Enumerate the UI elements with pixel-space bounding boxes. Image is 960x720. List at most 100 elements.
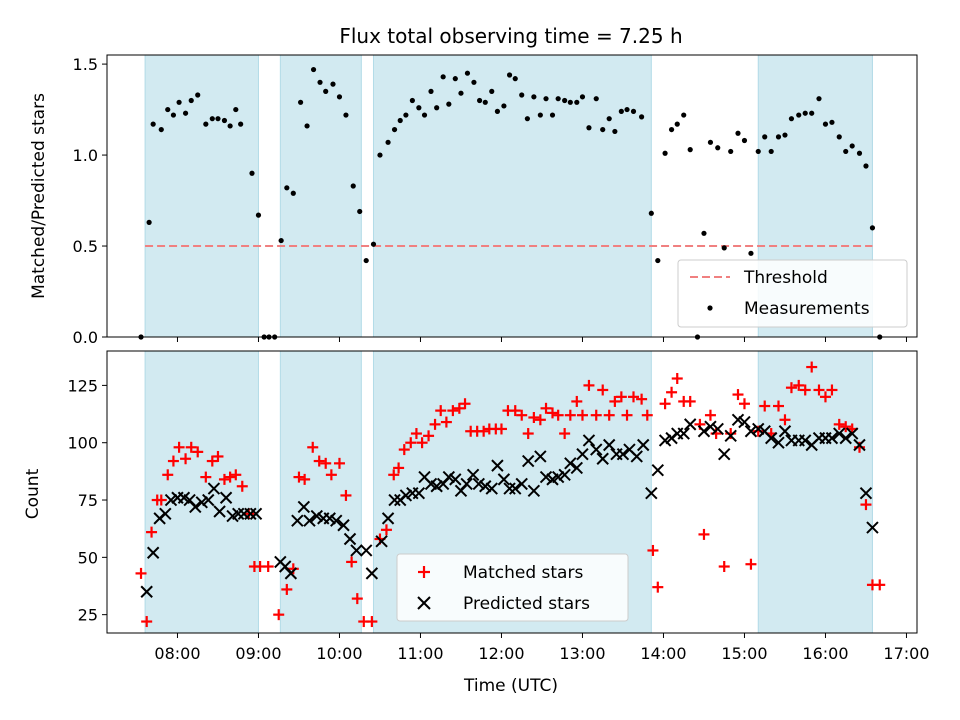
predicted-star-point (697, 425, 711, 438)
predicted-star-point (244, 507, 257, 520)
measurement-point (574, 99, 580, 105)
matched-star-point (725, 428, 737, 440)
measurement-point (363, 257, 369, 264)
measurement-point (290, 190, 296, 196)
measurement-point (674, 121, 680, 127)
predicted-star-point (839, 431, 852, 445)
matched-star-point (819, 391, 831, 403)
top-axes-frame (106, 54, 918, 338)
top-legend: Threshold Measurements (677, 259, 908, 328)
predicted-star-point (744, 425, 758, 438)
measurement-point (195, 92, 201, 98)
matched-star-point (398, 444, 410, 456)
matched-star-point (410, 428, 422, 440)
matched-star-point (564, 409, 576, 421)
predicted-star-point (825, 431, 839, 445)
predicted-star-point (284, 567, 298, 580)
matched-star-point (423, 430, 435, 442)
matched-star-point (698, 528, 710, 540)
measurement-points (138, 66, 883, 340)
measurement-point (146, 219, 152, 225)
predicted-star-point (772, 436, 785, 449)
matched-star-point (340, 489, 352, 501)
measurement-point (863, 163, 869, 169)
measurement-point (489, 88, 495, 94)
predicted-star-point (310, 509, 323, 523)
measurement-point (494, 108, 501, 114)
matched-star-point (320, 457, 332, 469)
measurement-point (768, 148, 774, 155)
matched-star-point (516, 409, 528, 421)
matched-star-point (218, 473, 230, 485)
predicted-star-point (213, 505, 226, 518)
matched-star-point (388, 469, 400, 481)
matched-star-point (333, 457, 345, 469)
predicted-star-point (449, 473, 462, 486)
bottom-y-axis-label: Count (23, 468, 43, 519)
predicted-star-point (866, 521, 879, 534)
legend-measurements-swatch (707, 305, 713, 311)
predicted-star-point (330, 514, 343, 527)
matched-star-point (366, 616, 378, 628)
matched-star-point (405, 437, 417, 449)
matched-star-point (273, 609, 285, 621)
shaded-band-1 (144, 350, 259, 634)
measurement-point (233, 106, 239, 113)
predicted-star-point (140, 585, 153, 598)
matched-star-point (799, 384, 811, 396)
matched-star-point (262, 561, 274, 573)
matched-star-point (453, 402, 465, 414)
measurement-point (297, 99, 304, 105)
predicted-star-point (491, 459, 504, 472)
measurement-point (519, 92, 525, 98)
matched-star-point (738, 398, 750, 410)
matched-star-point (621, 409, 633, 421)
predicted-star-point (718, 447, 731, 461)
measurement-point (471, 79, 477, 85)
measurement-point (762, 134, 768, 140)
matched-star-point (547, 407, 558, 419)
predicted-star-point (195, 496, 208, 509)
measurement-point (829, 119, 835, 125)
predicted-star-point (466, 468, 480, 482)
shaded-band-3 (372, 54, 652, 338)
matched-star-point (590, 409, 602, 421)
predicted-star-point (497, 473, 511, 486)
predicted-star-point (564, 457, 577, 470)
matched-star-point (534, 414, 546, 426)
measurement-point (655, 257, 661, 264)
measurement-point (567, 99, 573, 105)
matched-star-point (641, 409, 653, 421)
x-tick-label: 13:00 (559, 644, 605, 663)
matched-star-point (718, 561, 730, 573)
matched-star-point (416, 437, 428, 449)
predicted-star-point (558, 468, 571, 482)
matched-star-point (380, 524, 392, 536)
measurement-point (203, 121, 209, 127)
measurement-point (249, 170, 255, 176)
matched-star-point (429, 418, 441, 430)
matched-star-point (287, 563, 299, 575)
y-tick-label: 50 (78, 548, 98, 567)
matched-star-point (597, 384, 609, 396)
y-tick-label: 1.0 (73, 146, 98, 165)
matched-star-point (440, 416, 452, 428)
predicted-star-point (521, 454, 535, 468)
measurement-point (506, 72, 513, 78)
y-tick-label: 0.0 (73, 328, 98, 347)
shaded-band-2 (279, 54, 362, 338)
predicted-star-point (485, 482, 498, 495)
measurement-point (370, 241, 377, 247)
matched-star-point (281, 583, 293, 595)
measurement-point (555, 96, 561, 102)
measurement-point (755, 148, 761, 155)
predicted-star-point (799, 434, 812, 447)
measurement-point (188, 97, 194, 104)
x-tick-label: 15:00 (721, 644, 767, 663)
matched-star-point (307, 441, 319, 453)
predicted-star-point (460, 477, 473, 491)
measurement-point (701, 230, 707, 236)
matched-star-point (313, 455, 325, 467)
predicted-star-point (731, 413, 745, 426)
measurement-point (524, 116, 530, 122)
